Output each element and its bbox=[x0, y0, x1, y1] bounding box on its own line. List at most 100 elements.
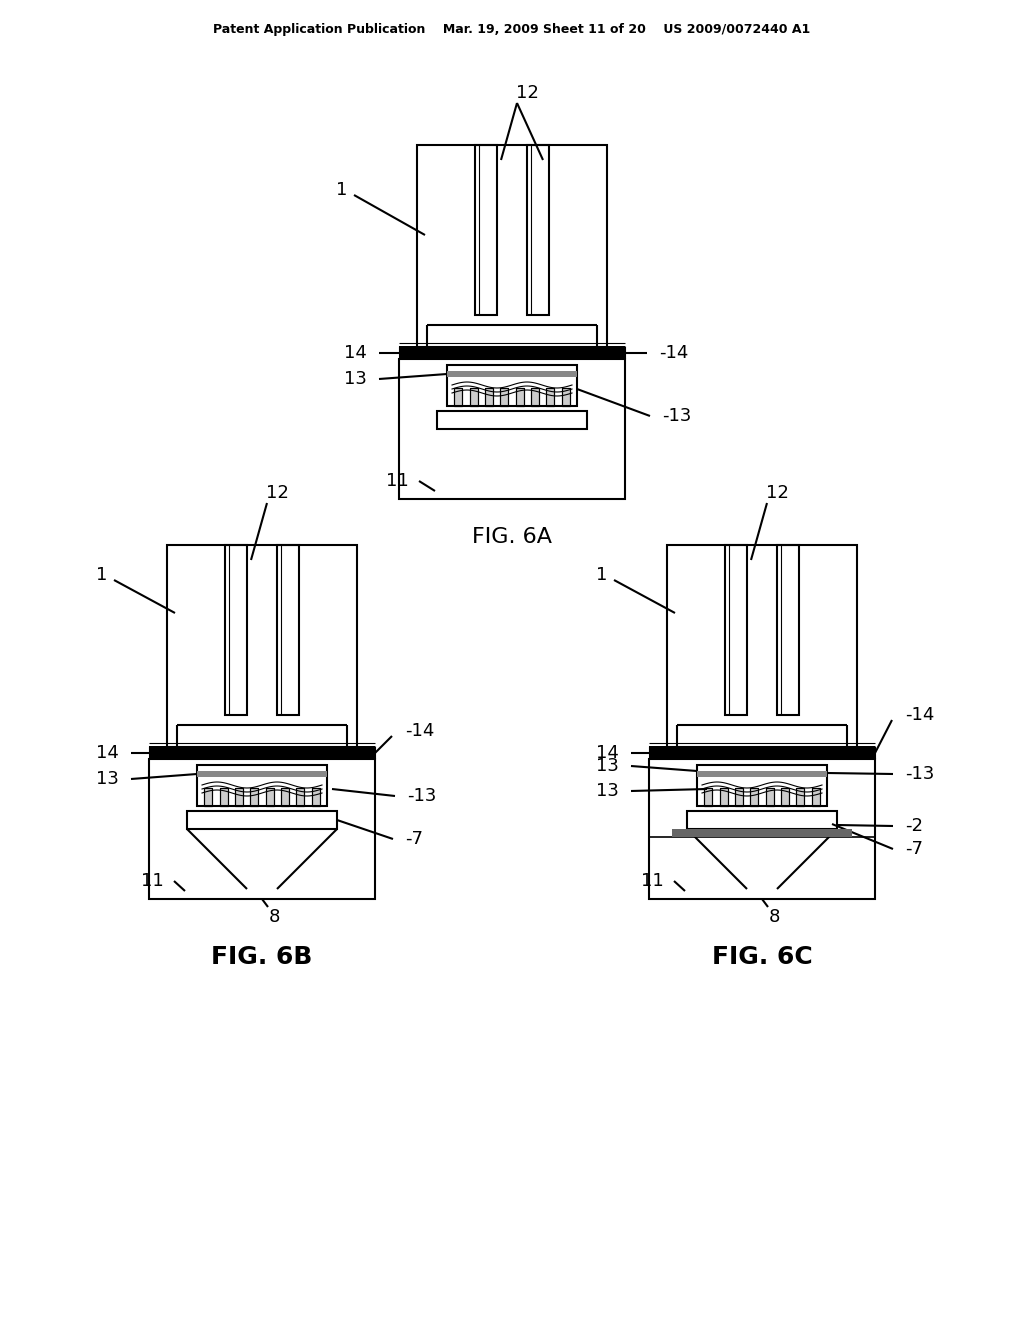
Text: -13: -13 bbox=[407, 787, 436, 805]
Bar bbox=[278, 545, 299, 715]
Bar bbox=[781, 788, 790, 807]
Bar bbox=[720, 788, 728, 807]
Bar bbox=[705, 788, 713, 807]
Text: 1: 1 bbox=[596, 566, 607, 583]
Bar bbox=[281, 788, 289, 807]
Bar bbox=[225, 545, 247, 715]
Bar bbox=[437, 411, 587, 429]
Bar bbox=[781, 788, 790, 807]
Bar bbox=[725, 545, 746, 715]
Bar bbox=[720, 788, 728, 807]
Bar bbox=[296, 788, 304, 807]
Text: 12: 12 bbox=[515, 84, 539, 102]
Bar bbox=[516, 388, 523, 407]
Bar bbox=[777, 545, 799, 715]
Bar bbox=[475, 145, 497, 315]
Bar bbox=[485, 388, 493, 407]
Text: 1: 1 bbox=[96, 566, 108, 583]
Text: -14: -14 bbox=[659, 345, 688, 362]
Text: 12: 12 bbox=[766, 484, 788, 502]
Text: 14: 14 bbox=[596, 744, 618, 762]
Text: 11: 11 bbox=[641, 873, 664, 890]
Bar bbox=[751, 788, 759, 807]
Bar bbox=[812, 788, 819, 807]
Bar bbox=[455, 388, 462, 407]
Bar bbox=[531, 388, 539, 407]
Bar bbox=[447, 371, 577, 378]
Text: 13: 13 bbox=[596, 781, 618, 800]
Bar bbox=[766, 788, 774, 807]
Text: -13: -13 bbox=[662, 407, 691, 425]
Bar bbox=[197, 771, 327, 777]
Bar bbox=[250, 788, 258, 807]
Bar bbox=[399, 359, 625, 499]
Bar bbox=[281, 788, 289, 807]
Bar bbox=[649, 759, 874, 899]
Bar bbox=[531, 388, 539, 407]
Text: -13: -13 bbox=[905, 766, 934, 783]
Text: 8: 8 bbox=[768, 908, 779, 927]
Text: 11: 11 bbox=[141, 873, 164, 890]
Bar bbox=[649, 746, 874, 759]
Bar bbox=[250, 788, 258, 807]
Bar bbox=[501, 388, 508, 407]
Text: -7: -7 bbox=[905, 840, 923, 858]
Bar bbox=[812, 788, 819, 807]
Text: 8: 8 bbox=[268, 908, 280, 927]
Text: FIG. 6B: FIG. 6B bbox=[211, 945, 312, 969]
Text: FIG. 6A: FIG. 6A bbox=[472, 527, 552, 546]
Bar bbox=[455, 388, 462, 407]
Bar bbox=[705, 788, 713, 807]
Bar bbox=[766, 788, 774, 807]
Bar bbox=[234, 788, 243, 807]
Bar bbox=[265, 788, 273, 807]
Text: 11: 11 bbox=[386, 473, 409, 490]
Bar bbox=[687, 810, 837, 829]
Bar bbox=[470, 388, 477, 407]
Bar bbox=[205, 788, 212, 807]
Bar bbox=[447, 366, 577, 407]
Bar bbox=[667, 545, 857, 755]
Text: 14: 14 bbox=[96, 744, 119, 762]
Bar bbox=[562, 388, 569, 407]
Text: -14: -14 bbox=[406, 722, 434, 741]
Text: -7: -7 bbox=[406, 830, 423, 847]
Text: -14: -14 bbox=[905, 706, 934, 723]
Bar bbox=[527, 145, 549, 315]
Bar bbox=[150, 746, 375, 759]
Text: -2: -2 bbox=[905, 817, 923, 836]
Bar bbox=[485, 388, 493, 407]
Bar bbox=[205, 788, 212, 807]
Bar bbox=[197, 766, 327, 807]
Bar bbox=[751, 788, 759, 807]
Text: 13: 13 bbox=[344, 370, 367, 388]
Bar bbox=[697, 766, 827, 807]
Text: 14: 14 bbox=[344, 345, 367, 362]
Text: 13: 13 bbox=[96, 770, 119, 788]
Bar bbox=[220, 788, 227, 807]
Bar bbox=[501, 388, 508, 407]
Bar bbox=[187, 810, 337, 829]
Bar bbox=[220, 788, 227, 807]
Bar bbox=[797, 788, 804, 807]
Bar bbox=[399, 346, 625, 359]
Bar bbox=[672, 829, 852, 837]
Bar bbox=[547, 388, 554, 407]
Bar bbox=[311, 788, 319, 807]
Bar bbox=[150, 759, 375, 899]
Bar bbox=[562, 388, 569, 407]
Bar bbox=[470, 388, 477, 407]
Bar bbox=[167, 545, 357, 755]
Bar bbox=[417, 145, 607, 355]
Bar bbox=[234, 788, 243, 807]
Text: 13: 13 bbox=[596, 756, 618, 775]
Bar bbox=[311, 788, 319, 807]
Bar bbox=[547, 388, 554, 407]
Bar bbox=[797, 788, 804, 807]
Bar bbox=[516, 388, 523, 407]
Bar bbox=[265, 788, 273, 807]
Text: Patent Application Publication    Mar. 19, 2009 Sheet 11 of 20    US 2009/007244: Patent Application Publication Mar. 19, … bbox=[213, 24, 811, 37]
Text: 12: 12 bbox=[265, 484, 289, 502]
Text: FIG. 6C: FIG. 6C bbox=[712, 945, 812, 969]
Bar bbox=[296, 788, 304, 807]
